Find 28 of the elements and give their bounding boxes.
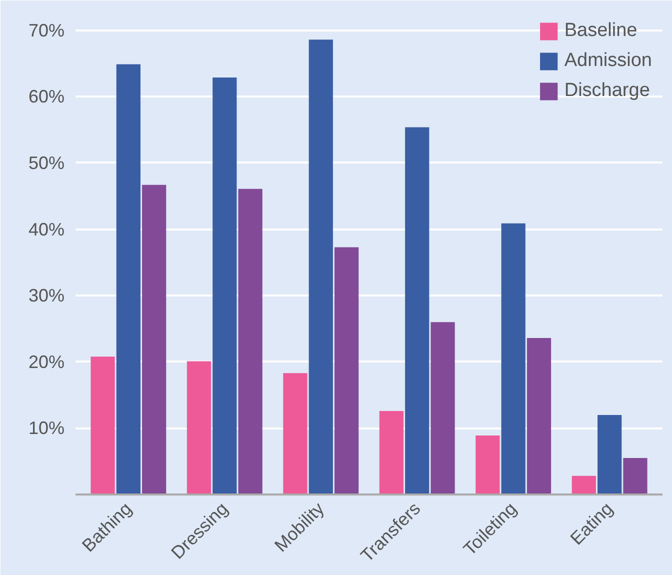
bar — [501, 223, 526, 494]
bar — [572, 476, 596, 494]
bar — [476, 435, 500, 494]
y-tick-label: 50% — [28, 152, 65, 173]
bar — [334, 247, 359, 494]
bar — [526, 338, 552, 494]
bar — [598, 414, 622, 494]
legend-label: Admission — [564, 50, 652, 72]
bar — [186, 361, 212, 494]
bar — [430, 322, 455, 494]
bar — [116, 64, 140, 494]
bar — [379, 410, 404, 494]
bar — [283, 373, 308, 494]
bar — [212, 77, 237, 494]
y-tick-label: 20% — [28, 352, 65, 372]
y-tick-label: 70% — [28, 20, 65, 40]
y-tick-label: 30% — [28, 286, 65, 306]
legend-label: Discharge — [564, 80, 650, 102]
legend-label: Baseline — [564, 20, 638, 42]
bar — [308, 40, 333, 494]
y-tick-label: 10% — [28, 418, 65, 438]
y-tick-label: 40% — [28, 219, 65, 240]
bar — [90, 356, 115, 494]
bar — [405, 127, 430, 494]
y-tick-label: 60% — [28, 86, 65, 107]
bar — [623, 458, 648, 494]
bar — [238, 188, 262, 494]
bar — [142, 184, 166, 494]
